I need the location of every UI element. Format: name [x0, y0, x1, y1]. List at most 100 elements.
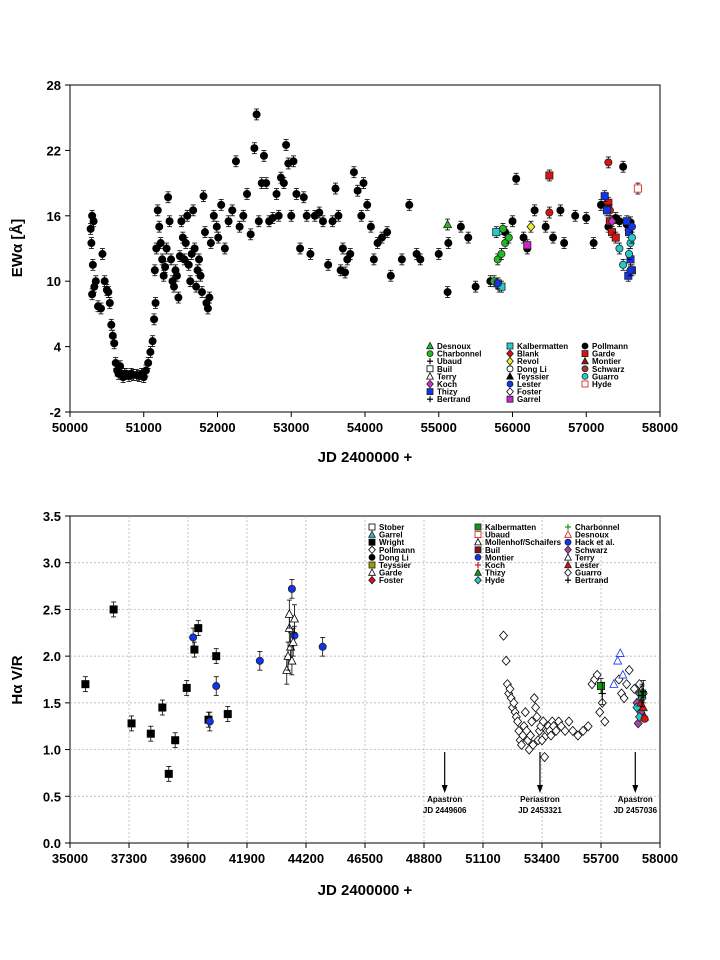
data-point: [328, 217, 337, 226]
y-tick-label: 3.5: [43, 509, 61, 524]
data-point: [167, 255, 176, 264]
data-point: [177, 217, 186, 226]
data-point: [214, 233, 223, 242]
data-point: [190, 244, 199, 253]
data-point: [583, 721, 593, 732]
data-point: [189, 206, 198, 215]
data-point: [289, 613, 300, 623]
data-point: [366, 222, 375, 231]
data-point: [254, 217, 263, 226]
data-point: [217, 200, 226, 209]
data-point: [169, 282, 178, 291]
data-point: [127, 719, 136, 728]
legend-marker: [581, 372, 589, 380]
legend-label: Foster: [517, 388, 541, 397]
data-point: [600, 716, 610, 727]
x-tick-label: 58000: [642, 851, 678, 866]
data-point: [100, 277, 109, 286]
data-point: [144, 358, 153, 367]
data-point: [598, 689, 606, 698]
data-point: [192, 282, 201, 291]
data-point: [183, 211, 192, 220]
legend-marker: [368, 561, 376, 569]
legend-marker: [427, 396, 433, 403]
data-point: [622, 679, 632, 690]
data-point: [546, 730, 556, 741]
legend-label: Terry: [437, 372, 457, 381]
legend-marker: [426, 388, 434, 396]
data-point: [156, 239, 165, 248]
data-point: [349, 168, 358, 177]
legend-label: Lester: [517, 380, 541, 389]
data-point: [198, 288, 207, 297]
data-point: [91, 277, 100, 286]
data-point: [353, 186, 362, 195]
data-point: [363, 200, 372, 209]
y-tick-label: 16: [47, 209, 61, 224]
data-point: [231, 157, 240, 166]
legend-label: Bertrand: [437, 395, 470, 404]
legend-label: Koch: [485, 561, 505, 570]
data-point: [633, 184, 642, 193]
data-point: [239, 211, 248, 220]
data-point: [492, 228, 501, 237]
legend-label: Thizy: [485, 569, 506, 578]
data-point: [618, 669, 628, 679]
data-point: [509, 697, 519, 708]
data-point: [107, 320, 116, 329]
data-point: [540, 751, 550, 763]
legend-label: Pollmann: [592, 342, 628, 351]
data-point: [359, 179, 368, 188]
arrow-head: [632, 785, 639, 793]
data-point: [259, 151, 268, 160]
data-point: [98, 249, 107, 258]
data-point: [501, 655, 511, 666]
data-point: [639, 688, 647, 696]
data-point: [619, 162, 628, 171]
legend-marker: [506, 395, 514, 403]
data-point: [530, 206, 539, 215]
legend-marker: [506, 387, 514, 396]
data-point: [104, 288, 113, 297]
data-point: [338, 244, 347, 253]
legend-label: Teyssier: [517, 372, 549, 381]
data-point: [195, 255, 204, 264]
x-tick-label: 53400: [524, 851, 560, 866]
x-tick-label: 48800: [406, 851, 442, 866]
legend-marker: [426, 341, 434, 350]
data-point: [186, 277, 195, 286]
data-point: [158, 703, 167, 712]
legend-label: Mollenhof/Schaifers: [485, 538, 562, 547]
data-point: [525, 730, 535, 741]
data-point: [287, 211, 296, 220]
legend-marker: [581, 365, 589, 373]
annotation-label: JD 2457036: [613, 806, 657, 815]
data-point: [499, 630, 509, 641]
legend-marker: [581, 380, 589, 388]
data-point: [613, 655, 623, 665]
legend-marker: [368, 523, 376, 531]
legend-label: Garrel: [517, 395, 541, 404]
data-point: [589, 239, 598, 248]
data-point: [416, 255, 425, 264]
data-point: [582, 213, 591, 222]
data-point: [513, 716, 523, 727]
legend-marker: [474, 523, 482, 531]
data-point: [246, 230, 255, 239]
data-point: [161, 263, 170, 272]
y-tick-label: -2: [49, 405, 61, 420]
legend-label: Foster: [379, 576, 403, 585]
data-point: [383, 228, 392, 237]
legend-marker: [565, 577, 571, 584]
legend-label: Dong Li: [379, 553, 409, 562]
data-point: [165, 217, 174, 226]
data-point: [279, 179, 288, 188]
data-point: [464, 233, 473, 242]
data-point: [181, 239, 190, 248]
x-tick-label: 53000: [273, 420, 309, 435]
legend-marker: [564, 552, 572, 561]
data-point: [444, 239, 453, 248]
data-point: [172, 271, 181, 280]
data-point: [287, 584, 296, 593]
y-tick-label: 28: [47, 78, 61, 93]
